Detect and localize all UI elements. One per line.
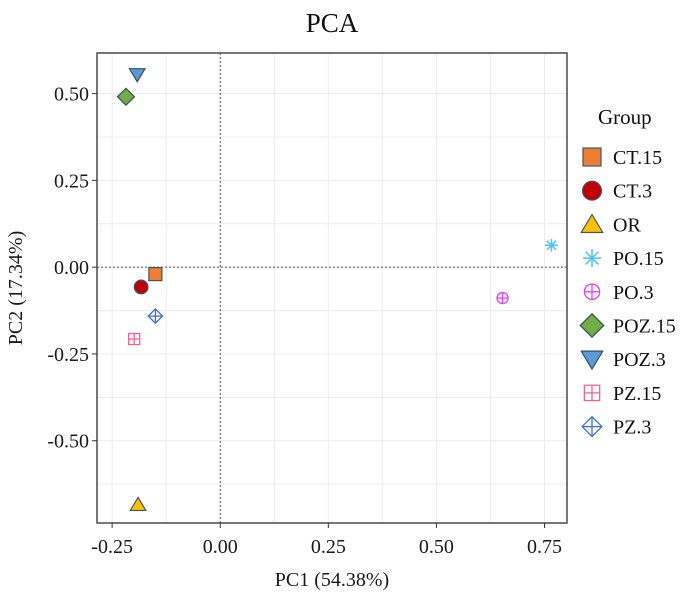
- data-point-pz-3: [147, 308, 164, 325]
- legend-item-poz-15: POZ.15: [579, 312, 676, 339]
- legend-key-pz-15: [583, 384, 601, 402]
- chart-title: PCA: [306, 8, 359, 38]
- legend-label: POZ.15: [613, 316, 676, 338]
- y-tick-label: -0.50: [47, 431, 89, 453]
- data-point-po-3: [496, 291, 509, 305]
- legend-key-po-3: [583, 283, 601, 301]
- legend-item-or: OR: [580, 213, 641, 236]
- y-tick-label: 0.50: [54, 84, 89, 106]
- legend-key-po-15: [583, 249, 601, 268]
- plot-panel-border: [96, 52, 568, 524]
- legend-label: OR: [613, 214, 641, 236]
- x-tick-label: -0.25: [91, 536, 133, 558]
- legend-item-pz-15: PZ.15: [583, 383, 661, 405]
- legend-key-ct-3: [581, 180, 603, 201]
- y-tick-label: 0.00: [54, 257, 89, 279]
- legend-item-poz-3: POZ.3: [580, 349, 666, 371]
- legend-label: POZ.3: [613, 349, 666, 371]
- grid: [97, 53, 567, 523]
- data-point-ct-15: [148, 267, 163, 282]
- legend-item-po-15: PO.15: [583, 248, 664, 270]
- x-tick-label: 0.50: [419, 536, 454, 558]
- data-point-po-15: [544, 238, 558, 252]
- x-axis-title: PC1 (54.38%): [275, 569, 389, 591]
- data-point-poz-15: [116, 87, 136, 107]
- legend-label: PO.15: [613, 248, 664, 270]
- legend-label: CT.3: [613, 181, 652, 203]
- legend-key-ct-15: [582, 147, 602, 167]
- reference-lines: [97, 53, 567, 523]
- legend-label: PO.3: [613, 282, 654, 304]
- y-axis-title: PC2 (17.34%): [5, 231, 27, 345]
- legend-item-ct-3: CT.3: [581, 180, 652, 203]
- legend-item-pz-3: PZ.3: [581, 415, 651, 439]
- data-point-pz-15: [128, 332, 141, 346]
- y-tick-label: 0.25: [54, 170, 89, 192]
- y-tick-label: -0.25: [47, 344, 89, 366]
- x-tick-label: 0.25: [311, 536, 346, 558]
- legend: Group CT.15 CT.3 OR PO.15 PO.3 POZ.15 POZ.3 PZ.…: [579, 105, 676, 439]
- data-point-poz-3: [128, 68, 147, 83]
- legend-label: PZ.3: [613, 417, 651, 439]
- legend-label: PZ.15: [613, 383, 661, 405]
- legend-label: CT.15: [613, 147, 662, 169]
- legend-item-po-3: PO.3: [583, 282, 654, 304]
- legend-title: Group: [598, 105, 652, 129]
- x-axis: -0.25 0.00 0.25 0.50 0.75: [91, 523, 562, 558]
- data-points: [116, 68, 558, 512]
- legend-key-pz-3: [581, 415, 603, 438]
- x-tick-label: 0.75: [527, 536, 562, 558]
- legend-key-poz-15: [579, 312, 605, 339]
- legend-key-or: [580, 213, 604, 234]
- y-axis: -0.50 -0.25 0.00 0.25 0.50: [47, 84, 97, 453]
- x-tick-label: 0.00: [203, 536, 238, 558]
- data-point-or: [129, 496, 147, 512]
- legend-key-poz-3: [580, 350, 604, 371]
- legend-item-ct-15: CT.15: [582, 147, 662, 169]
- data-point-ct-3: [133, 279, 149, 295]
